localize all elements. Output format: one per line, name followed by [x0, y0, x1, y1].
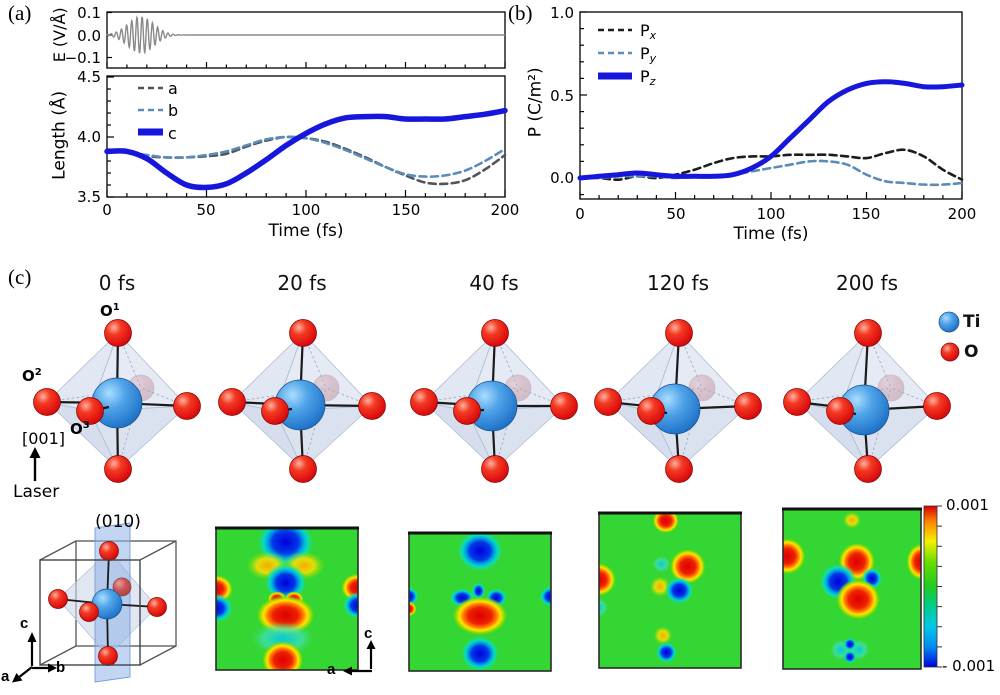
- o3-base: O: [70, 420, 83, 438]
- o2-base: O: [22, 367, 35, 385]
- colorbar-min-label: - 0.001: [942, 657, 996, 675]
- a-xtick-200: 200: [490, 201, 520, 219]
- cell-axis-b-label: b: [56, 659, 66, 676]
- cell-axis-c-label: c: [20, 615, 29, 632]
- b-xtick-100: 100: [756, 205, 786, 223]
- cell-axis-a-label: a: [1, 668, 10, 685]
- b-xtick-150: 150: [851, 205, 881, 223]
- tio6-octahedron: [33, 319, 201, 483]
- a-xtick-50: 50: [196, 201, 216, 219]
- legend-label-px: Px: [640, 22, 656, 42]
- b-xtick-200: 200: [947, 205, 977, 223]
- py-sub: y: [649, 52, 657, 65]
- length-ytick-40: 4.0: [77, 128, 101, 146]
- density-map: [782, 507, 922, 670]
- colorbar-max-label: 0.001: [946, 496, 989, 514]
- o2-sup: 2: [34, 367, 42, 378]
- tio6-octahedron: [410, 319, 578, 483]
- pulse-ytick-01: 0.1: [77, 4, 101, 22]
- legend-label-pz: Pz: [640, 68, 655, 88]
- unit-cell: [12, 522, 177, 683]
- length-ytick-35: 3.5: [77, 188, 101, 206]
- b-xtick-0: 0: [575, 205, 585, 223]
- laser-label: Laser: [13, 482, 60, 502]
- density-map: [215, 526, 359, 671]
- tio6-octahedron: [783, 319, 951, 483]
- length-ytick-45: 4.5: [77, 68, 101, 86]
- colorbar: [923, 505, 938, 668]
- b-ytick-05: 0.5: [550, 87, 574, 105]
- legend-label-py: Py: [640, 45, 656, 65]
- legend-label-o: O: [964, 342, 979, 362]
- atom-label-o1: O1: [100, 302, 120, 320]
- b-x-axis-label: Time (fs): [733, 224, 809, 244]
- legend-label-c: c: [168, 124, 177, 143]
- snapshot-time-0fs: 0 fs: [98, 271, 136, 295]
- density-map: [408, 531, 552, 672]
- o1-base: O: [100, 302, 113, 320]
- px-sub: x: [649, 29, 657, 42]
- a-xtick-150: 150: [391, 201, 421, 219]
- legend-label-b: b: [168, 101, 179, 120]
- pulse-ytick-00: 0.0: [77, 27, 101, 45]
- legend-label-ti: Ti: [963, 312, 981, 332]
- map-axis-a-label: a: [327, 661, 336, 678]
- panel-c-label: (c): [8, 265, 32, 289]
- snapshot-time-200fs: 200 fs: [836, 271, 898, 295]
- px-base: P: [640, 21, 650, 40]
- a-x-axis-label: Time (fs): [268, 221, 344, 241]
- o3-sup: 3: [82, 420, 90, 431]
- atom-label-o3: O3: [70, 420, 90, 438]
- b-ytick-00: 0.0: [550, 169, 574, 187]
- py-base: P: [640, 44, 650, 63]
- laser-direction-label: [001]: [22, 429, 66, 448]
- pulse-ytick-m01: −0.1: [64, 49, 101, 67]
- tio6-octahedron: [594, 319, 762, 483]
- pz-sub: z: [649, 75, 656, 88]
- snapshot-time-20fs: 20 fs: [277, 271, 327, 295]
- a-xtick-0: 0: [102, 201, 112, 219]
- panel-b-label: (b): [508, 1, 533, 25]
- snapshot-time-40fs: 40 fs: [469, 271, 519, 295]
- tio6-octahedron: [218, 319, 386, 483]
- b-ytick-10: 1.0: [550, 4, 574, 22]
- b-xtick-50: 50: [666, 205, 686, 223]
- density-map: [598, 511, 742, 669]
- plane-010-label: (010): [95, 512, 141, 532]
- map-axis-c-label: c: [364, 625, 373, 642]
- snapshot-time-120fs: 120 fs: [647, 271, 709, 295]
- o1-sup: 1: [112, 302, 120, 313]
- a-xtick-100: 100: [291, 201, 321, 219]
- atom-label-o2: O2: [22, 367, 42, 385]
- panel-a-label: (a): [8, 1, 32, 25]
- legend-label-a: a: [168, 79, 178, 98]
- pz-base: P: [640, 67, 650, 86]
